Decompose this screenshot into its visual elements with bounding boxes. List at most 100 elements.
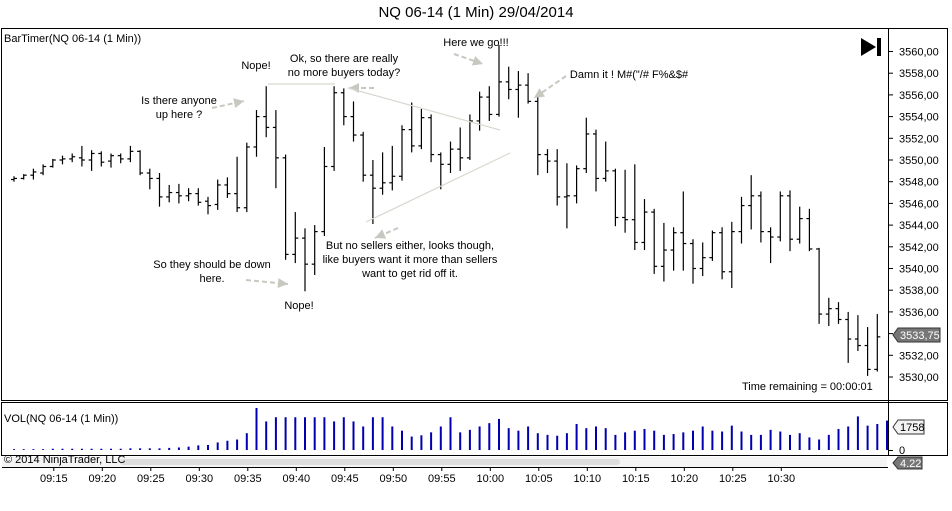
- volume-panel-frame: [1, 402, 948, 456]
- volume-bar: [789, 434, 791, 450]
- volume-bar: [556, 435, 559, 450]
- volume-bar: [759, 434, 762, 450]
- y-tick-label: 3556,00: [899, 90, 939, 102]
- volume-bar: [236, 439, 239, 450]
- volume-bar: [798, 433, 801, 450]
- volume-bar: [847, 426, 850, 450]
- ohlc-bar: [88, 150, 95, 171]
- ohlc-bar: [709, 230, 716, 261]
- ohlc-bar: [690, 239, 696, 284]
- volume-bar: [430, 432, 433, 450]
- volume-bar: [488, 423, 491, 450]
- annotation-text: So they should be down: [153, 259, 270, 271]
- trend-line: [347, 87, 501, 131]
- end-bar-icon: [877, 38, 881, 56]
- scrollbar-thumb[interactable]: [120, 459, 620, 465]
- volume-bar: [498, 418, 500, 450]
- ohlc-bar: [59, 155, 66, 165]
- ohlc-bar: [40, 164, 47, 176]
- y-tick-label: 3550,00: [899, 155, 939, 167]
- annotation-arrow: [245, 278, 289, 289]
- volume-bar: [284, 417, 287, 450]
- x-tick-label: 10:30: [768, 473, 796, 485]
- time-axis: 09:15 09:20 09:25 09:30 09:35 09:40 09:45 09:50…: [2, 467, 888, 485]
- volume-bar: [71, 448, 74, 450]
- bartimer-label: BarTimer(NQ 06-14 (1 Min)): [4, 33, 141, 45]
- ohlc-bar: [525, 73, 532, 104]
- volume-bar: [216, 442, 219, 450]
- ohlc-bar: [544, 149, 551, 174]
- y-tick-label: 3544,00: [899, 220, 939, 232]
- ohlc-bar: [738, 196, 745, 244]
- volume-bar: [682, 432, 685, 450]
- ohlc-bar: [612, 168, 619, 227]
- volume-bar: [148, 448, 151, 450]
- scroll-value: 4.22: [900, 458, 921, 470]
- annotation-text: Nope!: [284, 300, 313, 312]
- ohlc-bar: [214, 179, 221, 210]
- volume-bar: [362, 426, 365, 450]
- volume-bar: [779, 431, 782, 450]
- volume-bar: [478, 426, 481, 450]
- volume-bar: [197, 445, 200, 450]
- volume-bar: [61, 448, 64, 450]
- volume-bar: [692, 430, 694, 450]
- volume-bar: [439, 426, 442, 450]
- ohlc-bar: [874, 314, 881, 372]
- volume-bar: [740, 431, 743, 450]
- ohlc-bar: [379, 152, 386, 195]
- time-remaining: Time remaining = 00:00:01: [742, 381, 873, 393]
- annotation-arrow: [453, 53, 484, 66]
- trend-line: [365, 152, 511, 223]
- annotation-text: Here we go!!!: [443, 37, 508, 49]
- annotation-arrows: [211, 53, 567, 289]
- ohlc-bar: [175, 183, 182, 204]
- volume-bar: [818, 439, 821, 450]
- ohlc-bar: [20, 174, 27, 180]
- ohlc-bar: [796, 206, 803, 244]
- ohlc-bar: [563, 163, 570, 229]
- volume-bar: [517, 430, 520, 450]
- annotation-arrow: [533, 75, 567, 99]
- ohlc-bar: [408, 102, 415, 153]
- ohlc-bar: [505, 66, 512, 100]
- ohlc-bar: [486, 86, 493, 121]
- volume-bar: [527, 426, 530, 450]
- volume-bar: [187, 446, 190, 450]
- volume-bar: [750, 434, 753, 450]
- volume-bar: [866, 425, 869, 450]
- x-tick-label: 10:10: [574, 473, 602, 485]
- ohlc-bar: [253, 110, 260, 157]
- volume-bars: [13, 408, 888, 450]
- volume-bar: [22, 449, 25, 450]
- ohlc-bar: [418, 109, 425, 150]
- annotation-text: But no sellers either, looks though,: [326, 240, 494, 252]
- ohlc-bar: [583, 117, 590, 174]
- volume-bar: [595, 426, 597, 450]
- ohlc-bar: [311, 225, 318, 276]
- ohlc-bar: [49, 158, 56, 168]
- ohlc-bar: [699, 242, 706, 277]
- ohlc-bar: [302, 228, 308, 292]
- ohlc-bar: [369, 160, 376, 225]
- volume-bar: [856, 416, 859, 450]
- ohlc-bar: [331, 86, 338, 171]
- y-tick-label: 3552,00: [899, 133, 939, 145]
- volume-bar: [265, 421, 268, 450]
- volume-bar: [42, 449, 45, 450]
- x-tick-label: 09:50: [380, 473, 408, 485]
- y-tick-label: 3542,00: [899, 242, 939, 254]
- annotation-text: want to get rid off it.: [361, 268, 458, 280]
- chart-title: NQ 06-14 (1 Min) 29/04/2014: [378, 4, 574, 21]
- play-to-end-button[interactable]: [861, 38, 881, 56]
- volume-bar: [575, 423, 578, 450]
- y-tick-label: 3536,00: [899, 307, 939, 319]
- annotation-text: up here ?: [156, 109, 202, 121]
- last-volume-marker: 1758: [892, 419, 925, 435]
- ohlc-bar: [728, 221, 735, 289]
- ohlc-bar: [816, 247, 823, 324]
- volume-bar: [139, 448, 142, 450]
- ohlc-bar: [554, 149, 561, 206]
- volume-bar: [129, 448, 132, 450]
